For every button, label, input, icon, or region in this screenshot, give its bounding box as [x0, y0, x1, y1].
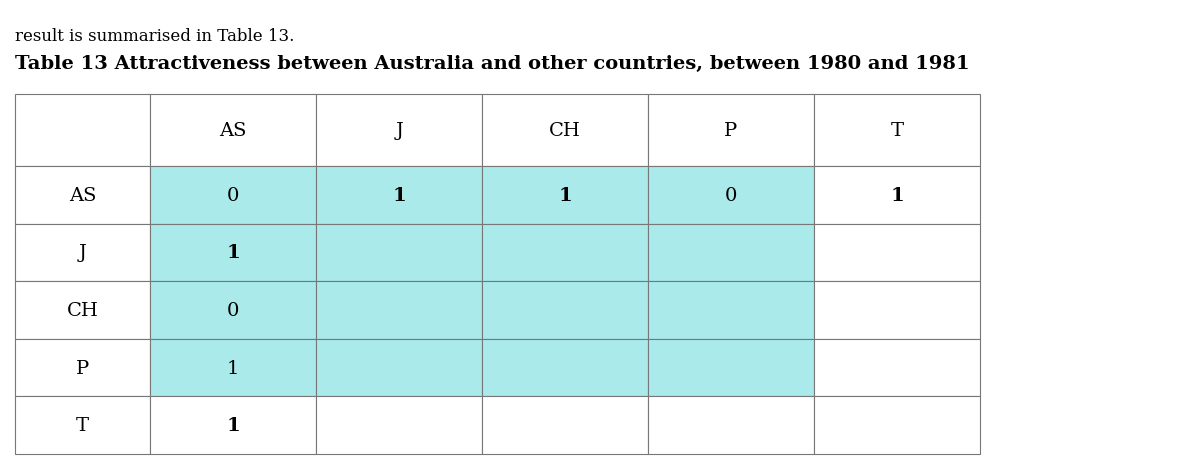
Text: 1: 1 — [392, 186, 406, 204]
Bar — [15, 397, 150, 454]
Text: CH: CH — [549, 122, 581, 140]
Text: J: J — [395, 122, 403, 140]
Bar — [814, 397, 980, 454]
Bar — [482, 397, 648, 454]
Bar — [15, 224, 150, 281]
Bar — [648, 224, 814, 281]
Bar — [316, 339, 482, 397]
Text: J: J — [78, 244, 87, 262]
Bar — [814, 339, 980, 397]
Text: Table 13 Attractiveness between Australia and other countries, between 1980 and : Table 13 Attractiveness between Australi… — [15, 55, 969, 73]
Bar — [150, 281, 316, 339]
Text: P: P — [76, 359, 89, 377]
Text: T: T — [890, 122, 904, 140]
Bar — [15, 339, 150, 397]
Bar — [15, 95, 150, 167]
Bar — [482, 167, 648, 224]
Bar — [15, 167, 150, 224]
Bar — [482, 281, 648, 339]
Bar — [482, 95, 648, 167]
Bar — [648, 95, 814, 167]
Text: 1: 1 — [890, 186, 904, 204]
Text: AS: AS — [219, 122, 246, 140]
Bar — [150, 95, 316, 167]
Bar — [150, 224, 316, 281]
Bar — [648, 167, 814, 224]
Text: 1: 1 — [226, 244, 241, 262]
Bar — [316, 281, 482, 339]
Text: AS: AS — [69, 186, 96, 204]
Bar — [648, 281, 814, 339]
Bar — [814, 95, 980, 167]
Text: 0: 0 — [226, 186, 239, 204]
Bar — [316, 167, 482, 224]
Bar — [316, 397, 482, 454]
Text: 1: 1 — [558, 186, 572, 204]
Text: 0: 0 — [226, 302, 239, 319]
Bar — [316, 224, 482, 281]
Text: T: T — [76, 416, 89, 434]
Bar — [150, 397, 316, 454]
Text: CH: CH — [66, 302, 98, 319]
Bar — [648, 397, 814, 454]
Bar — [482, 339, 648, 397]
Bar — [316, 95, 482, 167]
Bar — [814, 167, 980, 224]
Text: 1: 1 — [226, 416, 241, 434]
Bar — [150, 167, 316, 224]
Text: result is summarised in Table 13.: result is summarised in Table 13. — [15, 28, 294, 45]
Bar — [150, 339, 316, 397]
Bar — [15, 281, 150, 339]
Bar — [814, 224, 980, 281]
Text: P: P — [724, 122, 737, 140]
Bar — [648, 339, 814, 397]
Text: 1: 1 — [226, 359, 239, 377]
Text: 0: 0 — [725, 186, 737, 204]
Bar — [482, 224, 648, 281]
Bar — [814, 281, 980, 339]
